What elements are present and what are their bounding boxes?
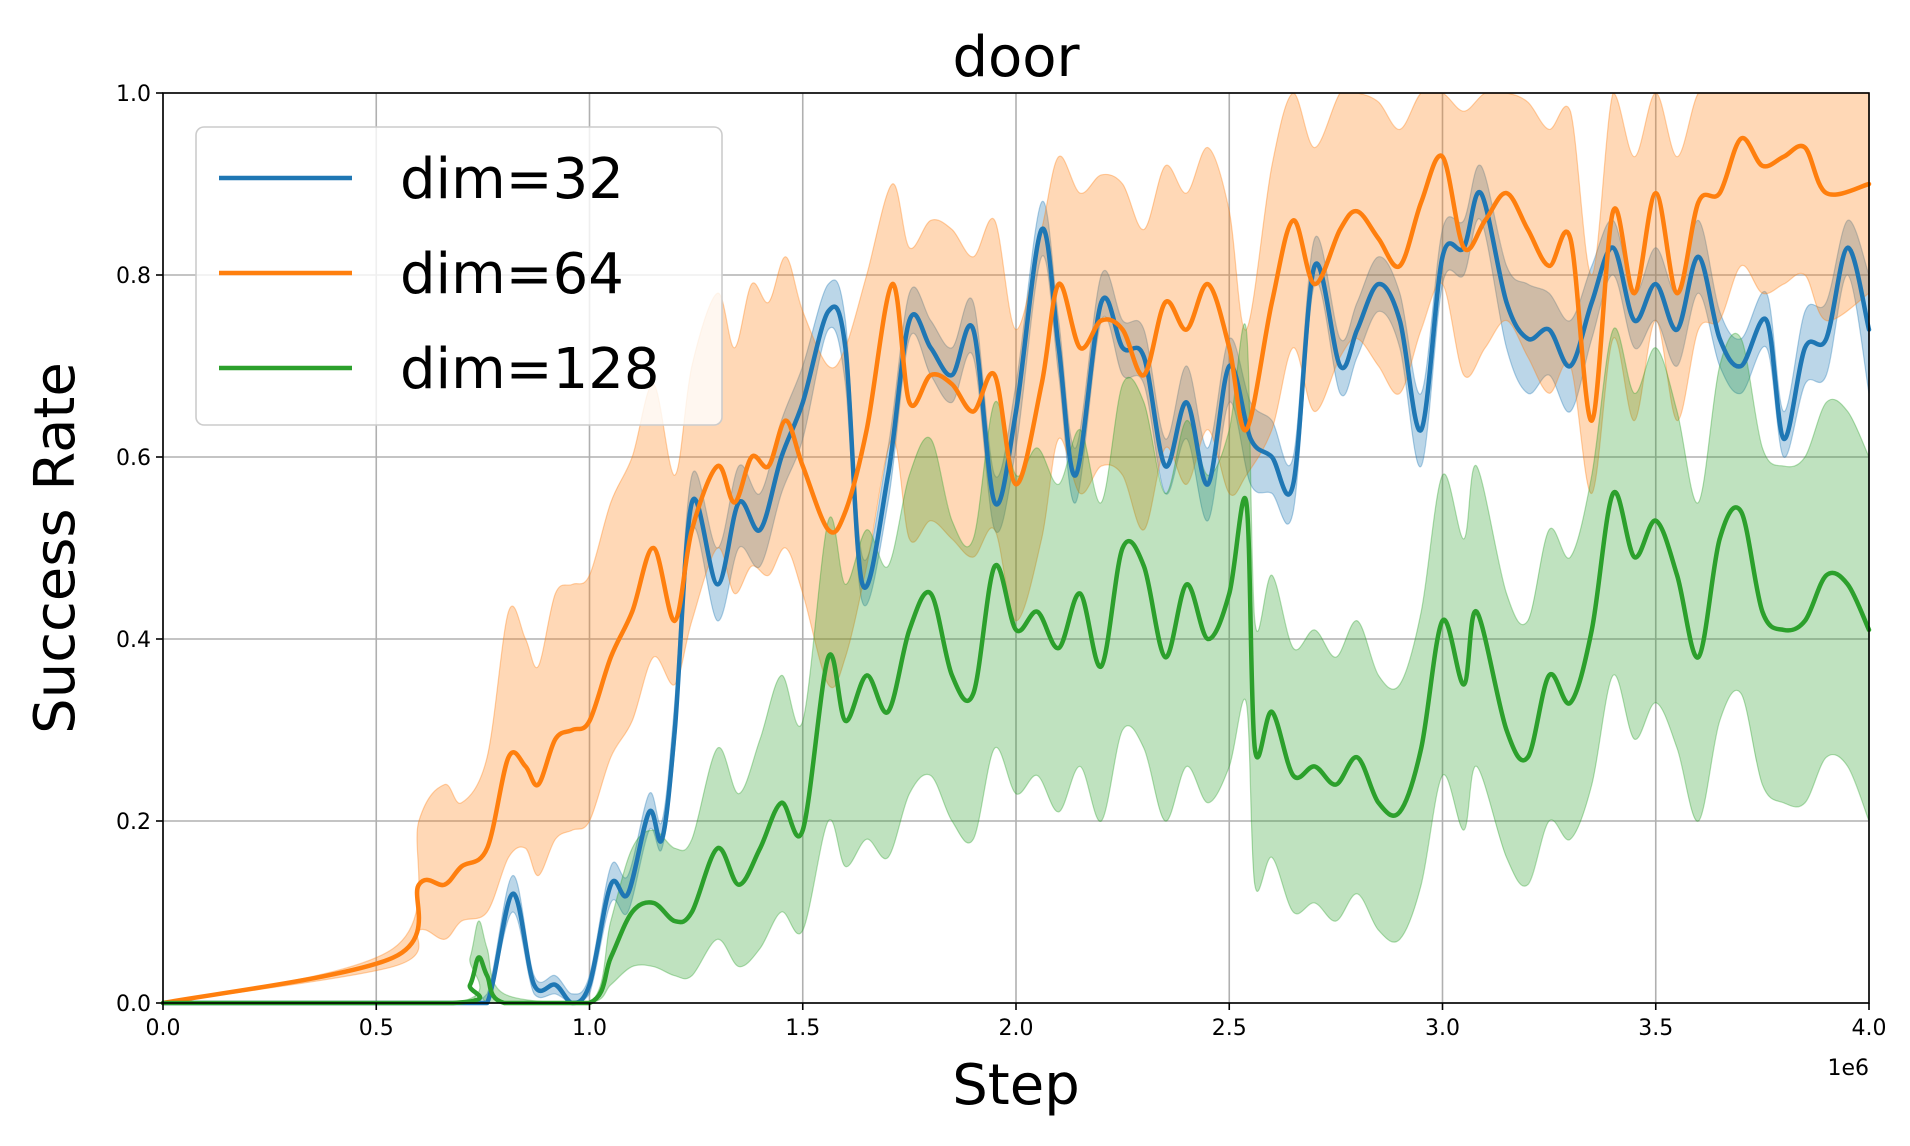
y-tick-label: 0.0 <box>116 992 151 1017</box>
legend-box <box>195 126 723 426</box>
x-tick-label: 0.0 <box>146 1016 181 1041</box>
x-axis-title: Step <box>952 1053 1080 1118</box>
legend-label: dim=128 <box>400 337 659 402</box>
x-tick-label: 4.0 <box>1852 1016 1887 1041</box>
y-tick-label: 0.8 <box>116 264 151 289</box>
legend-label: dim=64 <box>400 242 624 307</box>
legend-label: dim=32 <box>400 147 624 212</box>
x-tick-label: 3.0 <box>1425 1016 1460 1041</box>
x-axis-ticks: 0.0 0.5 1.0 1.5 2.0 2.5 3.0 3.5 4.0 <box>146 1003 1887 1041</box>
y-tick-label: 1.0 <box>116 82 151 107</box>
band-dim-128 <box>163 323 1870 1004</box>
chart-title: door <box>952 25 1080 90</box>
y-tick-label: 0.6 <box>116 446 151 471</box>
x-tick-label: 3.5 <box>1638 1016 1673 1041</box>
x-axis-offset-label: 1e6 <box>1827 1056 1869 1081</box>
x-tick-label: 2.5 <box>1212 1016 1247 1041</box>
y-tick-label: 0.2 <box>116 810 151 835</box>
legend: dim=32 dim=64 dim=128 <box>195 126 723 426</box>
line-dim-128 <box>160 489 1872 1006</box>
series-lines <box>160 135 1872 1006</box>
x-tick-label: 1.5 <box>785 1016 820 1041</box>
x-tick-label: 0.5 <box>359 1016 394 1041</box>
y-tick-label: 0.4 <box>116 628 151 653</box>
band-dim-32 <box>163 164 1870 1004</box>
line-dim-64 <box>160 135 1872 1006</box>
x-tick-label: 2.0 <box>999 1016 1034 1041</box>
y-axis-ticks: 0.0 0.2 0.4 0.6 0.8 1.0 <box>116 82 163 1017</box>
x-tick-label: 1.0 <box>572 1016 607 1041</box>
y-axis-title: Success Rate <box>23 362 88 734</box>
